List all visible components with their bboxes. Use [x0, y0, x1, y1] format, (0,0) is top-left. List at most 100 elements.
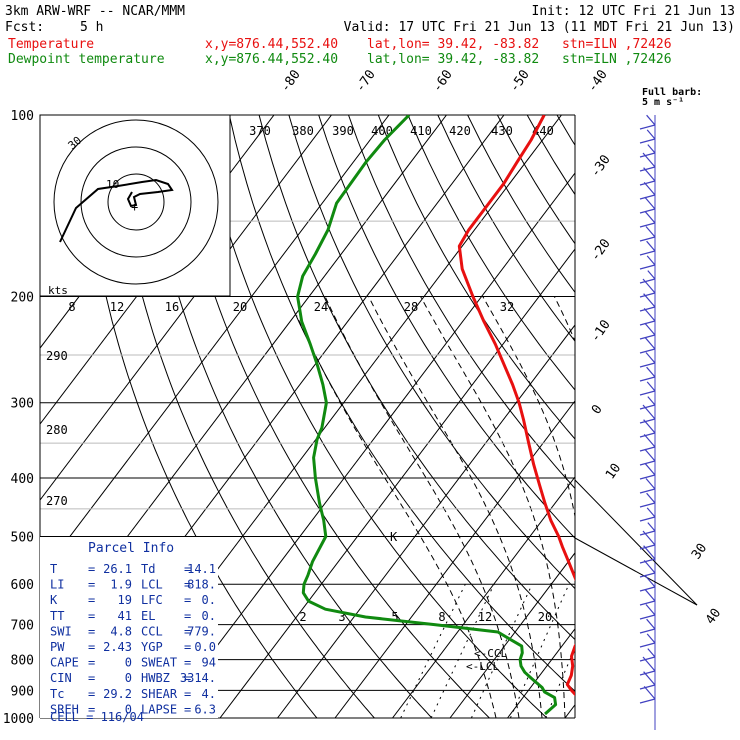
- wind-barb-icon: [646, 381, 656, 392]
- mixing-ratio-line: [400, 583, 466, 718]
- hodograph-trace: [59, 178, 174, 243]
- dry-adiabat-line: [437, 115, 575, 342]
- theta-label: 380: [292, 124, 314, 138]
- init-label: Init: 12 UTC Fri 21 Jun 13: [532, 4, 736, 19]
- wind-barb-icon: [646, 255, 656, 266]
- parcel-param-label: HWBZ: [141, 671, 170, 685]
- wind-barb-icon: [647, 270, 656, 280]
- moist-adiabat-line: [628, 297, 651, 719]
- dry-adiabat-line: [348, 115, 575, 490]
- parcel-equals: =: [88, 702, 95, 716]
- moist-adiabat-line: [324, 296, 520, 718]
- isotherm-label: -10: [588, 317, 614, 345]
- wind-barb-icon: [639, 250, 656, 256]
- wind-barb-icon: [639, 530, 656, 536]
- dry-adiabat-line: [676, 115, 740, 718]
- wind-barb-icon: [639, 334, 656, 340]
- theta-label: 270: [46, 494, 68, 508]
- isotherm-line: [507, 628, 575, 718]
- wind-barb-icon: [643, 545, 656, 560]
- diagram-edge-line: [574, 479, 698, 606]
- wind-barb-icon: [639, 600, 656, 606]
- temperature-legend-xy: x,y=876.44,552.40: [205, 37, 338, 52]
- theta-label: 410: [410, 124, 432, 138]
- parcel-info-title: Parcel Info: [88, 541, 174, 556]
- wind-barb-icon: [645, 604, 656, 616]
- wind-barb-icon: [639, 614, 656, 620]
- mixing-ratio-label: 12: [478, 610, 492, 624]
- wind-barb-icon: [644, 322, 656, 336]
- mixing-ratio-label: 8: [438, 610, 445, 624]
- parcel-param-label: SREH: [50, 702, 79, 716]
- fcst-value: 5 h: [80, 20, 103, 35]
- wet-bulb-label: 24: [314, 300, 328, 314]
- mixing-ratio-label: 5: [391, 610, 398, 624]
- mixing-ratio-label: 20: [538, 610, 552, 624]
- hodograph-ring-outer: [53, 119, 219, 285]
- parcel-equals: =: [88, 562, 95, 576]
- wind-barb-icon: [647, 144, 656, 154]
- hodograph-ring-inner: [107, 173, 165, 231]
- parcel-param-value: 0: [125, 702, 132, 716]
- wind-barb-icon: [639, 138, 656, 144]
- dry-adiabat-line: [617, 115, 740, 718]
- parcel-param-label: SWEAT: [141, 656, 177, 670]
- wet-bulb-label: 12: [110, 300, 124, 314]
- parcel-equals: =: [88, 687, 95, 701]
- theta-label: 390: [332, 124, 354, 138]
- mixing-ratio-line: [592, 584, 646, 718]
- parcel-info-box: Parcel Info T = 26.1 Td =14.1LI = 1.9 LCL =818.K…: [40, 537, 218, 724]
- parcel-equals: =: [88, 656, 95, 670]
- theta-label: 290: [46, 349, 68, 363]
- wind-barb-icon: [642, 404, 656, 420]
- dry-adiabat-line: [526, 115, 575, 196]
- parcel-cell: CELL = 116/04: [50, 710, 144, 724]
- parcel-param-label: PW: [50, 640, 65, 654]
- mixing-ratio-label: 2: [299, 610, 306, 624]
- isotherm-label: -40: [585, 67, 611, 95]
- wind-barb-icon: [642, 530, 656, 546]
- parcel-param-value: 19: [118, 593, 132, 607]
- parcel-equals: =: [88, 578, 95, 592]
- parcel-equals: =: [88, 671, 95, 685]
- theta-label: 430: [491, 124, 513, 138]
- temperature-legend-label: Temperature: [8, 37, 94, 52]
- wind-barb-icon: [643, 167, 656, 182]
- wind-barb-icon: [639, 586, 656, 592]
- dry-adiabat-line: [736, 115, 740, 718]
- isotherm-label: -50: [507, 67, 533, 95]
- dewpoint-profile-line: [296, 115, 558, 716]
- pressure-tick-label: 300: [11, 397, 34, 412]
- k-index-marker: K: [390, 530, 398, 544]
- isotherm-line: [623, 115, 740, 718]
- parcel-param-value: 1.9: [110, 578, 132, 592]
- hodograph-kts-label: kts: [48, 284, 68, 297]
- theta-label: 400: [371, 124, 393, 138]
- isotherm-label: 0: [589, 402, 606, 417]
- isotherm-label: -70: [353, 67, 379, 95]
- parcel-param-value: 6.3: [194, 702, 216, 716]
- parcel-param-label: TT: [50, 609, 64, 623]
- wind-barb-icon: [639, 544, 656, 550]
- dry-adiabat-line: [556, 115, 575, 147]
- wind-barb-icon: [643, 293, 656, 308]
- wind-barb-icon: [639, 390, 656, 396]
- parcel-param-label: T: [50, 562, 57, 576]
- wind-barb-icon: [639, 124, 656, 130]
- temperature-legend-latlon: lat,lon= 39.42, -83.82: [367, 37, 539, 52]
- parcel-param-label: EL: [141, 609, 155, 623]
- wind-barb-icon: [639, 432, 656, 438]
- wind-barb-icon: [644, 211, 656, 224]
- isotherm-label: -20: [588, 236, 614, 264]
- wind-barb-icon: [639, 194, 656, 200]
- parcel-equals: =: [88, 609, 95, 623]
- parcel-equals: =: [184, 578, 191, 592]
- wind-barb-icon: [642, 656, 656, 672]
- wind-barb-icon: [647, 396, 656, 406]
- wind-barb-icon: [644, 448, 656, 462]
- wind-barb-icon: [639, 516, 656, 522]
- wind-barb-icon: [646, 114, 656, 126]
- parcel-param-label: CAPE: [50, 656, 79, 670]
- wind-barb-icon: [639, 376, 656, 382]
